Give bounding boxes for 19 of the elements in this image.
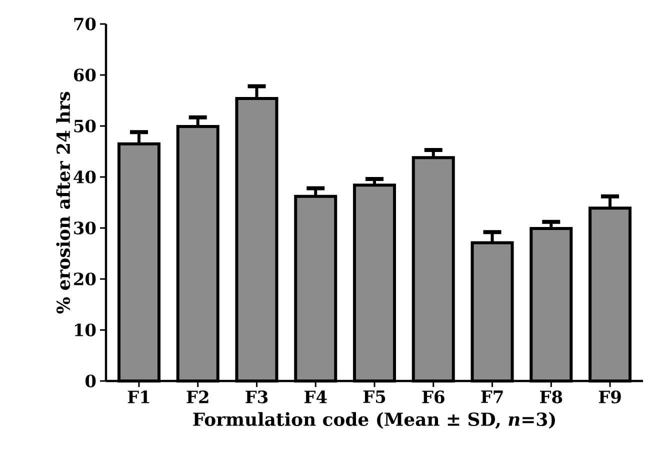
x-tick-label: F9 xyxy=(598,390,621,404)
x-tick-label: F2 xyxy=(186,390,208,404)
x-tick-label: F5 xyxy=(363,390,386,404)
y-tick-label: 30 xyxy=(74,222,96,234)
y-tick-label: 60 xyxy=(74,68,96,82)
x-tick-label: F1 xyxy=(128,390,150,404)
x-tick-label: F3 xyxy=(246,390,268,404)
y-tick-label: 50 xyxy=(74,120,96,132)
y-tick-label: 40 xyxy=(74,170,96,184)
y-tick-label: 70 xyxy=(74,18,96,30)
y-tick-label: 20 xyxy=(74,272,96,286)
y-tick-label: 10 xyxy=(74,324,96,336)
x-axis-title: Formulation code (Mean ± SD, n=3) xyxy=(193,412,555,429)
x-tick-label: F7 xyxy=(481,390,503,403)
x-tick-label: F6 xyxy=(422,390,444,404)
x-tick-label: F8 xyxy=(540,390,562,404)
x-tick-label: F4 xyxy=(304,390,327,404)
y-axis-title: % erosion after 24 hrs xyxy=(56,92,70,314)
y-tick-label: 0 xyxy=(85,374,96,388)
